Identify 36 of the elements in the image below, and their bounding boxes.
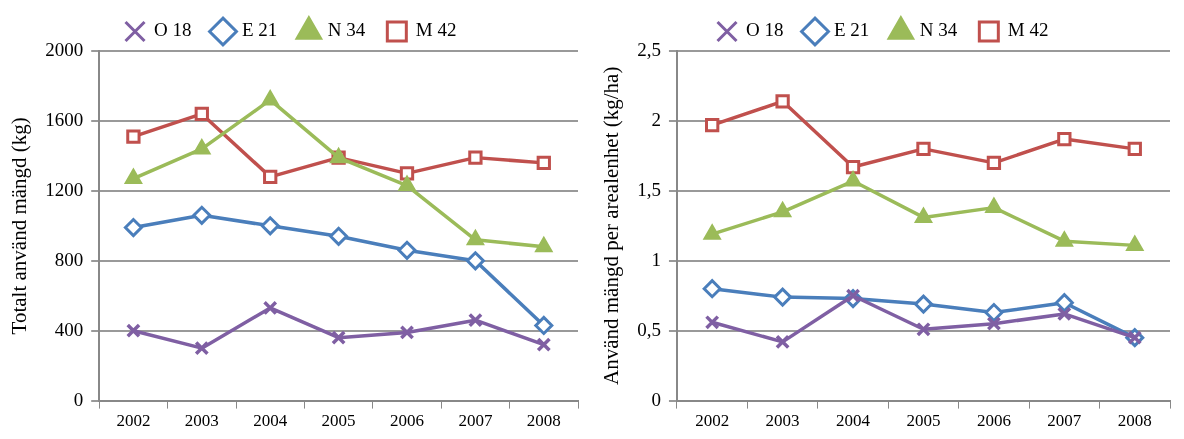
x-tick-label: 2004 xyxy=(836,411,871,431)
x-tick-label: 2007 xyxy=(458,411,493,431)
y-axis-title: Använd mängd per arealenhet (kg/ha) xyxy=(599,66,624,385)
legend-label: E 21 xyxy=(242,19,278,41)
y-tick-label: 2 xyxy=(651,108,661,130)
x-tick-label: 2007 xyxy=(1047,411,1082,431)
x-tick-label: 2002 xyxy=(695,411,730,431)
y-tick-label: 0,5 xyxy=(637,318,661,340)
y-tick-label: 2000 xyxy=(45,38,84,60)
legend-label: E 21 xyxy=(834,19,870,41)
legend-label: O 18 xyxy=(746,19,784,41)
y-tick-label: 2,5 xyxy=(637,38,661,60)
x-tick-label: 2004 xyxy=(253,411,288,431)
y-axis-title: Totalt använd mängd (kg) xyxy=(7,117,32,335)
y-tick-label: 1,5 xyxy=(637,178,661,200)
y-tick-label: 800 xyxy=(54,248,84,270)
legend-label: O 18 xyxy=(154,19,192,41)
x-tick-label: 2005 xyxy=(906,411,941,431)
legend-label: N 34 xyxy=(919,19,958,41)
legend-label: M 42 xyxy=(415,19,457,41)
x-tick-label: 2008 xyxy=(526,411,561,431)
legend-label: N 34 xyxy=(327,19,366,41)
y-tick-label: 400 xyxy=(54,318,84,340)
y-tick-label: 1600 xyxy=(45,108,84,130)
y-tick-label: 0 xyxy=(651,388,661,410)
y-tick-label: 1200 xyxy=(45,178,84,200)
x-tick-label: 2006 xyxy=(390,411,424,431)
y-tick-label: 1 xyxy=(651,248,661,270)
x-tick-label: 2002 xyxy=(116,411,151,431)
x-tick-label: 2006 xyxy=(976,411,1011,431)
y-tick-label: 0 xyxy=(73,388,84,410)
x-tick-label: 2005 xyxy=(321,411,356,431)
x-tick-label: 2003 xyxy=(765,411,800,431)
x-tick-label: 2008 xyxy=(1117,411,1152,431)
legend-label: M 42 xyxy=(1007,19,1049,41)
x-tick-label: 2003 xyxy=(184,411,219,431)
